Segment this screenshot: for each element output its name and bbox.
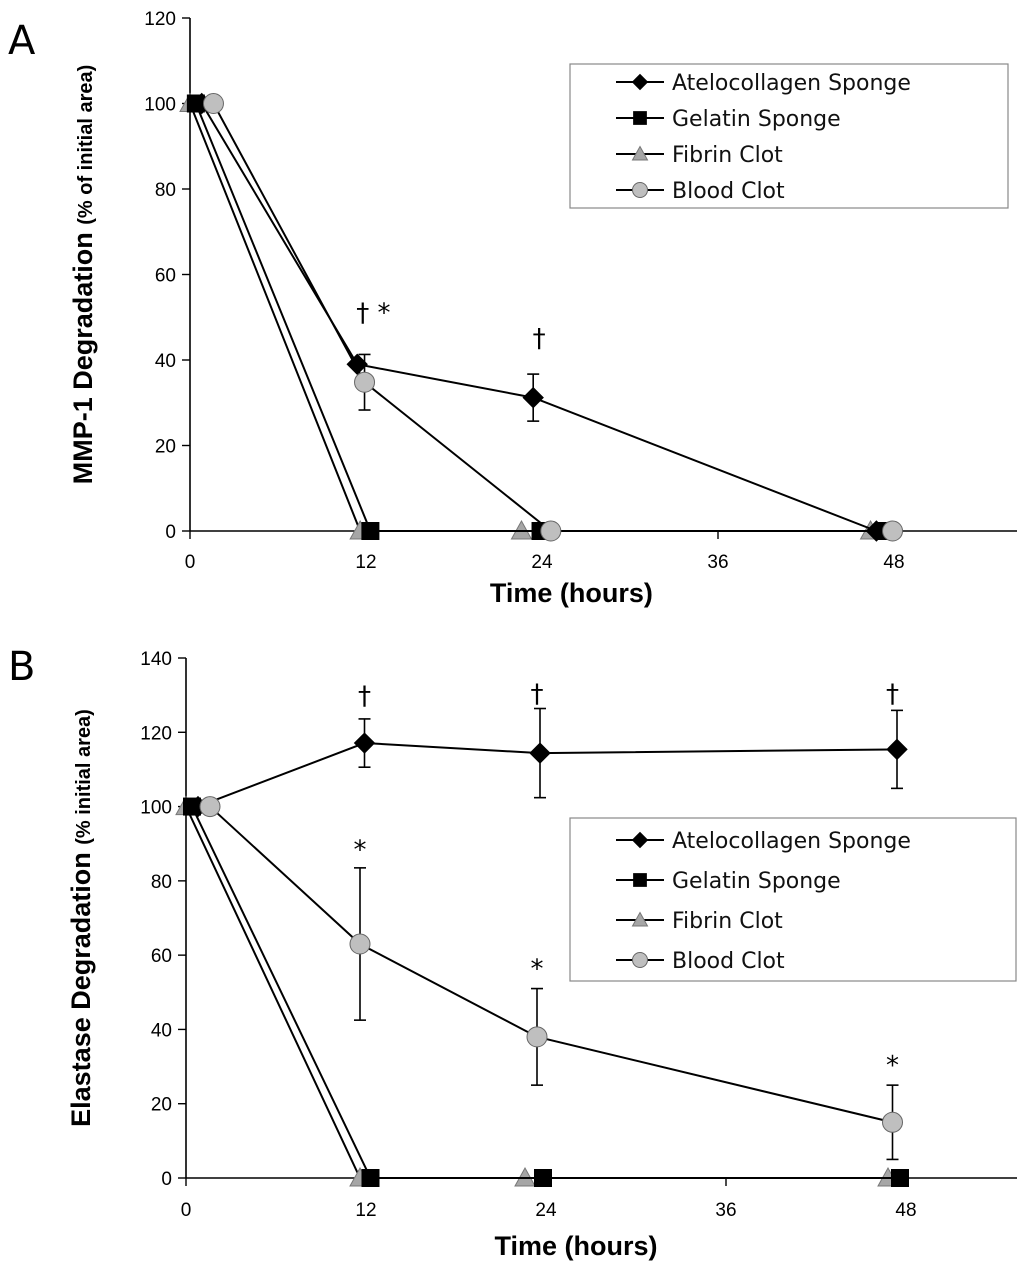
chart-a-series-line (200, 102, 877, 532)
chart-a-x-tick-label: 48 (883, 552, 904, 573)
chart-b-data-point-square (891, 1169, 909, 1187)
chart-b-x-tick-label: 36 (715, 1200, 736, 1221)
chart-a-significance-mark: † * (356, 299, 390, 329)
chart-a-data-point-square (361, 522, 380, 540)
chart-a-y-tick-label: 20 (155, 437, 176, 458)
chart-a-legend-marker-square (633, 111, 647, 125)
chart-b-x-tick-label: 48 (895, 1200, 916, 1221)
chart-a-legend-marker-triangle (631, 145, 649, 161)
chart-a-series-line (212, 103, 893, 532)
chart-b-x-tick-label: 0 (181, 1200, 192, 1221)
chart-a-legend-marker-diamond (631, 73, 649, 91)
chart-b-data-point-circle (349, 933, 371, 955)
chart-a-y-axis-label: MMP-1 Degradation (% of initial area) (68, 65, 98, 485)
chart-b-plot: 0 20 40 60 80 100 120 140 0 12 24 36 48 Time (hours) E… (66, 649, 1017, 1261)
chart-b-data-point-square (534, 1169, 552, 1187)
chart-b-y-tick-label: 60 (151, 946, 172, 967)
panel-label-a: A (8, 18, 36, 64)
chart-a-data-point-circle (540, 520, 562, 542)
chart-a-x-tick-label: 12 (355, 552, 376, 573)
chart-b-significance-mark: * (886, 1051, 899, 1081)
chart-a-y-axis-label-sub: (% of initial area) (75, 65, 97, 225)
chart-b-data-point-circle (526, 1026, 548, 1048)
chart-b-y-tick-label: 100 (140, 798, 172, 819)
chart-a-legend-label: Gelatin Sponge (672, 107, 841, 132)
chart-b-data-point-circle (199, 796, 221, 818)
chart-b-data-point-square (361, 1169, 380, 1187)
chart-b-legend-marker-triangle (631, 911, 649, 927)
chart-a-legend-label: Atelocollagen Sponge (672, 71, 911, 96)
chart-b-y-axis-label-main: Elastase Degradation (66, 845, 96, 1127)
chart-a-x-tick-label: 24 (531, 552, 553, 573)
chart-a-legend-label: Fibrin Clot (672, 143, 783, 168)
chart-b-significance-mark: † (886, 680, 899, 710)
chart-b-significance-mark: * (354, 836, 367, 866)
chart-b-legend-label: Blood Clot (672, 949, 785, 974)
chart-a-y-tick-label: 0 (165, 522, 176, 543)
chart-a-data-point-circle (354, 371, 376, 393)
chart-b-y-axis-label-sub: (% initial area) (73, 709, 95, 845)
chart-a-data-point-diamond (522, 386, 544, 409)
panel-label-b: B (8, 644, 35, 690)
chart-a-x-tick-label: 36 (707, 552, 728, 573)
chart-b-y-axis-label: Elastase Degradation (% initial area) (66, 709, 96, 1127)
chart-b-legend-label: Atelocollagen Sponge (672, 829, 911, 854)
chart-a-series-blood-clot (202, 93, 904, 542)
chart-b-x-tick-label: 24 (535, 1200, 557, 1221)
chart-b-y-tick-label: 0 (161, 1169, 172, 1190)
chart-a-y-tick-label: 120 (144, 9, 176, 30)
chart-b-x-axis-label: Time (hours) (494, 1231, 657, 1261)
chart-b-series-line (209, 805, 893, 1124)
chart-a-y-axis-label-main: MMP-1 Degradation (68, 225, 98, 485)
chart-a-data-point-circle (882, 520, 904, 542)
chart-b-legend-marker-diamond (631, 831, 649, 849)
chart-a-significance-mark: † (533, 324, 546, 354)
chart-a-x-axis-label: Time (hours) (490, 578, 653, 608)
chart-a-y-tick-label: 100 (144, 95, 176, 116)
chart-b-y-tick-label: 40 (151, 1020, 172, 1041)
chart-b-legend-label: Fibrin Clot (672, 909, 783, 934)
chart-b-legend-label: Gelatin Sponge (672, 869, 841, 894)
chart-b-legend: Atelocollagen Sponge Gelatin Sponge Fibrin… (569, 817, 1017, 982)
chart-a-legend-marker-circle (632, 182, 648, 198)
chart-b-y-tick-label: 80 (151, 872, 172, 893)
chart-a-plot: 0 20 40 60 80 100 120 0 12 24 36 48 Time (hours) MMP-… (68, 9, 1017, 608)
chart-b-data-point-diamond (353, 732, 376, 754)
chart-a-y-tick-label: 60 (155, 266, 176, 287)
chart-a-y-tick-label: 80 (155, 180, 176, 201)
chart-b-series-blood-clot (199, 796, 903, 1161)
chart-b-data-point-diamond (886, 738, 908, 761)
chart-b-y-tick-label: 20 (151, 1095, 172, 1116)
chart-b-series-line (191, 806, 900, 1179)
chart-b-series-line (197, 742, 898, 808)
chart-b-series-atelocollagen-sponge (187, 707, 908, 818)
chart-a-legend: Atelocollagen Sponge Gelatin Sponge Fibrin… (569, 63, 1009, 209)
chart-a-y-tick-label: 40 (155, 351, 176, 372)
chart-a-x-tick-label: 0 (185, 552, 196, 573)
chart-a-data-point-circle (202, 93, 224, 114)
chart-b-legend-marker-square (633, 873, 647, 887)
chart-b-series-gelatin-sponge (183, 797, 909, 1187)
chart-b-y-tick-label: 120 (140, 723, 172, 744)
chart-b-data-point-circle (882, 1111, 903, 1133)
chart-b-significance-mark: * (531, 954, 544, 984)
chart-b-data-point-diamond (529, 742, 551, 764)
chart-b-y-tick-label: 140 (140, 649, 172, 670)
chart-a-legend-box (569, 63, 1009, 209)
chart-b-x-tick-label: 12 (355, 1200, 376, 1221)
chart-b-significance-mark: † (358, 681, 371, 711)
chart-b-legend-marker-circle (632, 952, 648, 968)
chart-a-legend-label: Blood Clot (672, 179, 785, 204)
chart-b-significance-mark: † (531, 680, 544, 710)
